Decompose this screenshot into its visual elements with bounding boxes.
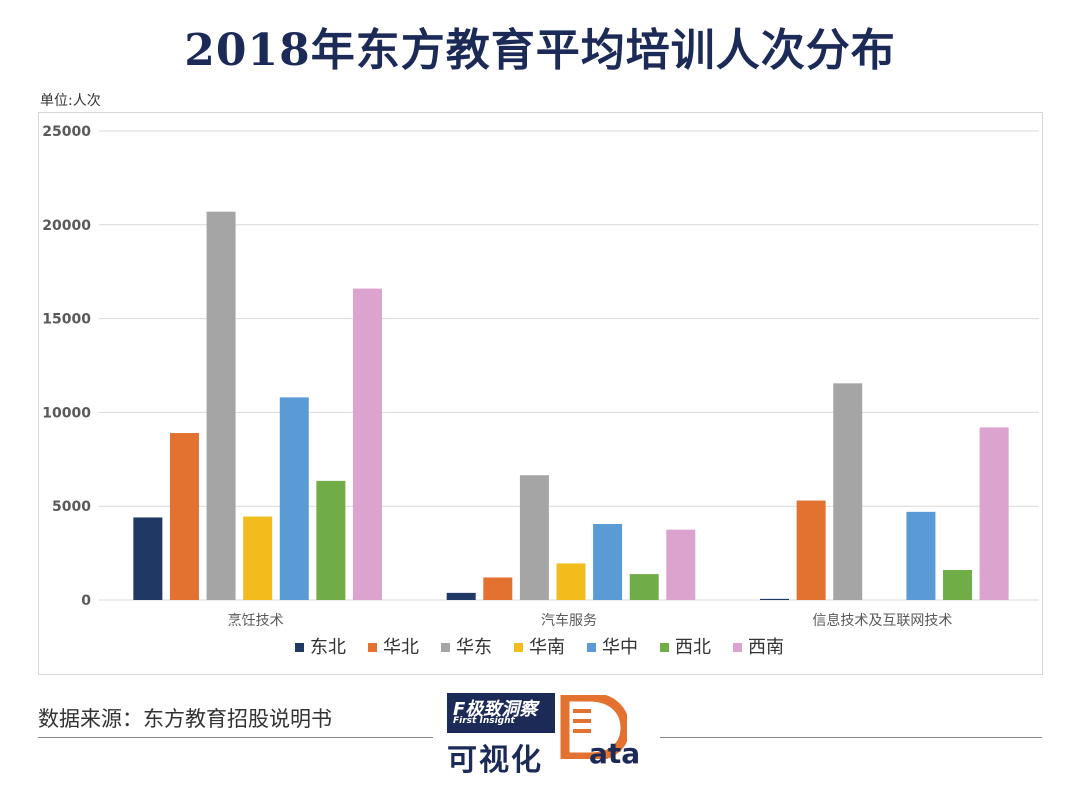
legend-label: 西北 (675, 637, 711, 658)
legend-label: 华南 (529, 637, 565, 658)
y-tick-label: 20000 (42, 218, 91, 234)
legend-swatch (587, 643, 596, 652)
legend-swatch (733, 643, 742, 652)
bar (133, 517, 163, 600)
bar (556, 563, 586, 600)
y-tick-label: 5000 (52, 499, 91, 515)
x-category-label: 信息技术及互联网技术 (812, 612, 952, 629)
brand-logo: F极致洞察 First Insight 可视化 ata (447, 693, 647, 778)
y-tick-label: 25000 (42, 124, 91, 140)
bar-chart: 0 5000 10000 15000 20000 25000 烹饪技术 汽车服务 信息技术及互联… (42, 124, 1039, 658)
legend-swatch (441, 643, 450, 652)
logo-badge: F极致洞察 First Insight (447, 693, 555, 733)
x-category-label: 汽车服务 (541, 612, 597, 629)
bar (316, 480, 346, 600)
bar (906, 511, 936, 600)
source-text: 数据来源：东方教育招股说明书 (38, 707, 332, 731)
legend-swatch (660, 643, 669, 652)
bar (169, 433, 199, 600)
y-tick-label: 0 (81, 593, 91, 609)
logo-caption: 可视化 (447, 743, 543, 778)
logo-data-suffix: ata (589, 737, 641, 770)
bar (483, 577, 513, 600)
bar (352, 288, 382, 600)
legend-label: 华东 (456, 637, 492, 658)
bar (760, 598, 790, 600)
bar (666, 529, 696, 600)
bar (796, 500, 826, 600)
legend-swatch (368, 643, 377, 652)
legend-swatch (295, 643, 304, 652)
x-category-label: 烹饪技术 (228, 612, 284, 629)
bar (943, 569, 973, 600)
bar (279, 397, 309, 600)
bar (519, 475, 549, 600)
divider-right (660, 737, 1042, 738)
divider-left (38, 737, 433, 738)
logo-brand-cn: F极致洞察 (453, 699, 538, 720)
legend-label: 东北 (310, 637, 346, 658)
y-tick-label: 10000 (42, 405, 91, 421)
chart-title: 2018年东方教育平均培训人次分布 (184, 25, 896, 76)
legend-swatch (514, 643, 523, 652)
logo-brand-en: First Insight (453, 716, 515, 726)
legend-label: 华中 (602, 637, 638, 658)
y-tick-label: 15000 (42, 312, 91, 328)
unit-label: 单位:人次 (40, 93, 101, 109)
bar (979, 427, 1009, 600)
chart-frame: 0 5000 10000 15000 20000 25000 烹饪技术 汽车服务 信息技术及互联… (38, 112, 1043, 675)
legend-label: 华北 (383, 637, 419, 658)
bar (833, 383, 863, 600)
bar (629, 574, 659, 600)
legend-label: 西南 (748, 637, 784, 658)
bar (206, 211, 236, 600)
bar (593, 524, 623, 600)
bar (243, 516, 273, 600)
bar (446, 592, 476, 600)
data-d-icon (560, 695, 627, 759)
